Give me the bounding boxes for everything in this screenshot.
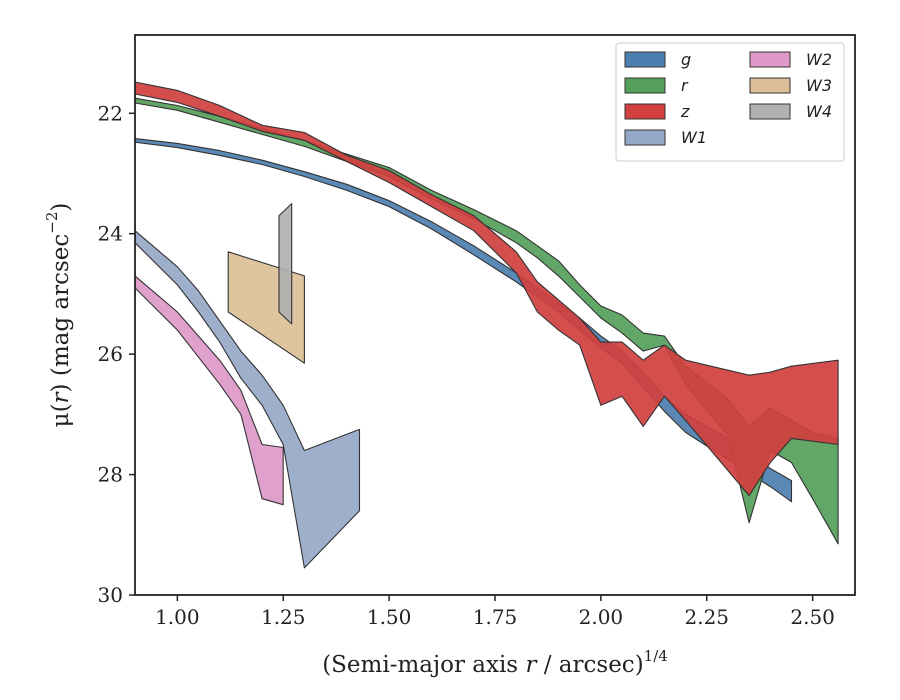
x-tick-label: 2.50 — [790, 605, 835, 629]
profile-bands — [134, 81, 839, 569]
legend-label-g: g — [681, 50, 691, 69]
legend-label-w3: W3 — [806, 76, 832, 95]
legend-box — [615, 42, 845, 162]
legend-swatch-w3 — [749, 77, 791, 94]
legend: grz W1 W2 W3 W4 — [615, 42, 845, 162]
y-axis-title: μ(r) (mag arcsec−2) — [43, 203, 74, 428]
band-w1 — [134, 230, 361, 569]
y-tick-label: 24 — [98, 222, 123, 246]
legend-label-z: z — [680, 102, 690, 121]
x-tick-label: 2.25 — [684, 605, 729, 629]
legend-label-w2: W2 — [806, 50, 832, 69]
band-z — [134, 81, 839, 497]
y-tick-label: 22 — [98, 101, 123, 125]
y-tick-label: 28 — [98, 463, 123, 487]
legend-swatch-w4 — [749, 103, 791, 120]
x-axis-ticks: 1.00 1.25 1.50 1.75 2.00 2.25 2.50 — [155, 595, 835, 629]
legend-label-w1: W1 — [681, 128, 707, 147]
x-tick-label: 1.00 — [155, 605, 200, 629]
band-w3 — [227, 251, 305, 364]
legend-swatch-w2 — [749, 51, 791, 68]
x-tick-label: 1.25 — [261, 605, 306, 629]
legend-swatch-z — [624, 103, 666, 120]
y-tick-label: 26 — [98, 342, 123, 366]
x-axis-title: (Semi-major axis r / arcsec)1/4 — [322, 647, 668, 678]
legend-swatch-g — [624, 51, 666, 68]
x-tick-label: 2.00 — [579, 605, 624, 629]
y-tick-label: 30 — [98, 583, 123, 607]
band-w2 — [134, 275, 284, 506]
legend-swatch-w1 — [624, 129, 666, 146]
x-tick-label: 1.50 — [367, 605, 412, 629]
x-tick-label: 1.75 — [473, 605, 518, 629]
legend-label-r: r — [681, 76, 689, 95]
y-axis-ticks: 22 24 26 28 30 — [98, 101, 135, 607]
legend-swatch-r — [624, 77, 666, 94]
band-r — [134, 97, 839, 545]
band-g — [134, 138, 793, 503]
band-w4 — [278, 203, 293, 325]
legend-label-w4: W4 — [806, 102, 832, 121]
